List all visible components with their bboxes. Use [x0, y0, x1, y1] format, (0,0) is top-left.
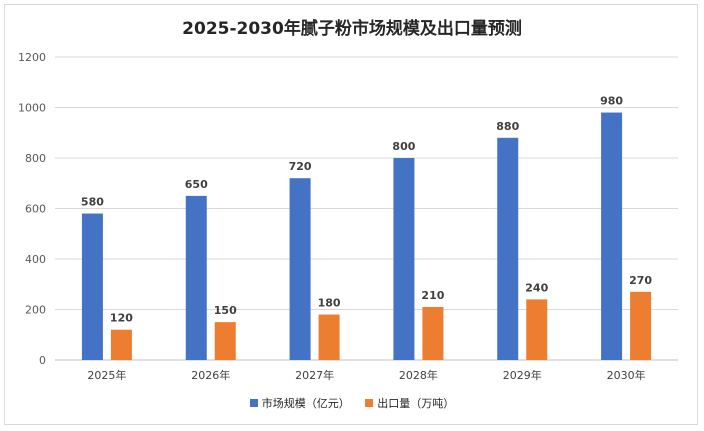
- bar-export-volume: [630, 291, 652, 360]
- bar-market-size: [81, 213, 103, 360]
- x-tick-label: 2026年: [191, 368, 230, 382]
- legend-item-market-size: 市场规模（亿元）: [249, 395, 350, 411]
- data-label: 240: [525, 281, 548, 294]
- x-tick-label: 2027年: [295, 368, 334, 382]
- bar-market-size: [601, 112, 623, 360]
- bar-market-size: [289, 178, 311, 360]
- y-tick-label: 800: [25, 152, 46, 165]
- data-label: 580: [81, 196, 104, 209]
- x-tick-label: 2025年: [87, 368, 126, 382]
- x-tick-label: 2030年: [607, 368, 646, 382]
- data-label: 650: [185, 178, 208, 191]
- legend-item-export-volume: 出口量（万吨）: [365, 395, 454, 411]
- x-tick-label: 2028年: [399, 368, 438, 382]
- bar-market-size: [393, 158, 415, 360]
- legend-swatch-market-size: [249, 399, 258, 407]
- bar-export-volume: [110, 329, 132, 360]
- data-label: 180: [318, 297, 341, 310]
- bar-export-volume: [422, 306, 444, 360]
- bar-export-volume: [318, 314, 340, 360]
- y-tick-label: 1000: [18, 102, 46, 115]
- bar-export-volume: [214, 322, 236, 360]
- data-label: 120: [110, 312, 133, 325]
- legend-label-market-size: 市场规模（亿元）: [261, 397, 350, 410]
- y-tick-label: 400: [25, 253, 46, 266]
- bar-market-size: [497, 137, 519, 360]
- chart-legend: 市场规模（亿元） 出口量（万吨）: [0, 395, 704, 411]
- bar-export-volume: [526, 299, 548, 360]
- bar-market-size: [185, 195, 207, 360]
- chart-title: 2025-2030年腻子粉市场规模及出口量预测: [182, 19, 522, 39]
- legend-label-export-volume: 出口量（万吨）: [377, 397, 455, 410]
- data-label: 150: [214, 304, 237, 317]
- data-label: 210: [421, 289, 444, 302]
- y-tick-label: 1200: [18, 51, 46, 64]
- legend-swatch-export-volume: [365, 399, 374, 407]
- x-tick-label: 2029年: [503, 368, 542, 382]
- data-label: 980: [600, 95, 623, 108]
- data-label: 270: [629, 274, 652, 287]
- y-tick-label: 600: [25, 203, 46, 216]
- y-tick-label: 200: [25, 304, 46, 317]
- data-label: 880: [496, 120, 519, 133]
- y-tick-label: 0: [39, 354, 46, 367]
- data-label: 800: [392, 140, 415, 153]
- data-label: 720: [289, 160, 312, 173]
